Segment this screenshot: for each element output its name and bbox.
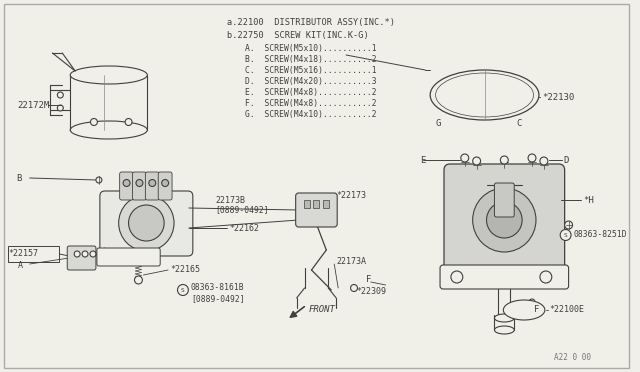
- Text: B: B: [16, 173, 21, 183]
- Circle shape: [564, 221, 573, 229]
- Circle shape: [136, 180, 143, 186]
- Ellipse shape: [441, 76, 528, 114]
- Ellipse shape: [430, 70, 539, 120]
- Circle shape: [134, 276, 142, 284]
- Ellipse shape: [70, 121, 147, 139]
- Text: A22 0 00: A22 0 00: [554, 353, 591, 362]
- Circle shape: [473, 157, 481, 165]
- Text: *H: *H: [584, 196, 594, 205]
- Circle shape: [74, 251, 80, 257]
- Circle shape: [125, 119, 132, 125]
- Text: D: D: [564, 155, 569, 164]
- Circle shape: [162, 180, 168, 186]
- Text: 08363-8161B: 08363-8161B: [191, 283, 244, 292]
- Text: [0889-0492]: [0889-0492]: [191, 295, 244, 304]
- Text: A.  SCREW(M5x10)..........1: A. SCREW(M5x10)..........1: [245, 44, 377, 52]
- Text: G: G: [435, 119, 440, 128]
- Text: F: F: [534, 305, 540, 314]
- Text: *22173: *22173: [336, 190, 366, 199]
- Text: A: A: [18, 262, 23, 270]
- Ellipse shape: [495, 326, 514, 334]
- FancyBboxPatch shape: [97, 248, 160, 266]
- Circle shape: [129, 205, 164, 241]
- Bar: [323, 200, 330, 208]
- Text: F.  SCREW(M4x8)...........2: F. SCREW(M4x8)...........2: [245, 99, 377, 108]
- Circle shape: [351, 285, 358, 292]
- Circle shape: [540, 157, 548, 165]
- Circle shape: [529, 299, 535, 305]
- Circle shape: [540, 271, 552, 283]
- Circle shape: [90, 251, 96, 257]
- Text: a.22100  DISTRIBUTOR ASSY(INC.*): a.22100 DISTRIBUTOR ASSY(INC.*): [227, 17, 396, 26]
- Text: *22165: *22165: [170, 266, 200, 275]
- FancyBboxPatch shape: [132, 172, 147, 200]
- Text: B.  SCREW(M4x18)..........2: B. SCREW(M4x18)..........2: [245, 55, 377, 64]
- Circle shape: [461, 154, 468, 162]
- Circle shape: [90, 119, 97, 125]
- Text: E: E: [420, 155, 426, 164]
- Bar: [314, 200, 319, 208]
- FancyBboxPatch shape: [120, 172, 134, 200]
- Ellipse shape: [70, 66, 147, 84]
- Bar: [8, 246, 60, 262]
- Circle shape: [58, 105, 63, 111]
- Text: b.22750  SCREW KIT(INC.K-G): b.22750 SCREW KIT(INC.K-G): [227, 31, 369, 39]
- FancyBboxPatch shape: [444, 164, 564, 276]
- Circle shape: [451, 271, 463, 283]
- Circle shape: [123, 180, 130, 186]
- Ellipse shape: [436, 73, 534, 117]
- Text: [0889-0492]: [0889-0492]: [216, 205, 269, 215]
- Text: D.  SCREW(M4x20)..........3: D. SCREW(M4x20)..........3: [245, 77, 377, 86]
- Ellipse shape: [495, 314, 514, 322]
- Text: FRONT: FRONT: [308, 305, 335, 314]
- Circle shape: [149, 180, 156, 186]
- Ellipse shape: [503, 300, 545, 320]
- Text: 22172M: 22172M: [18, 100, 50, 109]
- Text: *22162: *22162: [229, 224, 259, 232]
- FancyBboxPatch shape: [296, 193, 337, 227]
- Text: *22157: *22157: [8, 250, 38, 259]
- Text: 08363-8251D: 08363-8251D: [573, 230, 627, 238]
- Text: S: S: [181, 288, 185, 292]
- FancyBboxPatch shape: [67, 246, 96, 270]
- Text: *22309: *22309: [356, 288, 386, 296]
- Text: 22173B: 22173B: [216, 196, 246, 205]
- Circle shape: [486, 202, 522, 238]
- Circle shape: [528, 154, 536, 162]
- Circle shape: [118, 195, 174, 251]
- FancyBboxPatch shape: [158, 172, 172, 200]
- Circle shape: [177, 285, 188, 295]
- FancyBboxPatch shape: [145, 172, 159, 200]
- Text: 22173A: 22173A: [336, 257, 366, 266]
- Text: *22100E: *22100E: [550, 305, 585, 314]
- FancyBboxPatch shape: [495, 183, 514, 217]
- Circle shape: [58, 92, 63, 98]
- Circle shape: [96, 177, 102, 183]
- Text: C: C: [516, 119, 522, 128]
- Text: G.  SCREW(M4x10)..........2: G. SCREW(M4x10)..........2: [245, 109, 377, 119]
- Text: *22130: *22130: [542, 93, 574, 102]
- FancyBboxPatch shape: [100, 191, 193, 256]
- Circle shape: [500, 156, 508, 164]
- Text: E.  SCREW(M4x8)...........2: E. SCREW(M4x8)...........2: [245, 87, 377, 96]
- Bar: [303, 200, 310, 208]
- Text: C.  SCREW(M5x16)..........1: C. SCREW(M5x16)..........1: [245, 65, 377, 74]
- Circle shape: [473, 188, 536, 252]
- Circle shape: [82, 251, 88, 257]
- Text: F: F: [366, 276, 371, 285]
- Text: S: S: [564, 232, 568, 237]
- FancyBboxPatch shape: [440, 265, 568, 289]
- Circle shape: [560, 230, 571, 241]
